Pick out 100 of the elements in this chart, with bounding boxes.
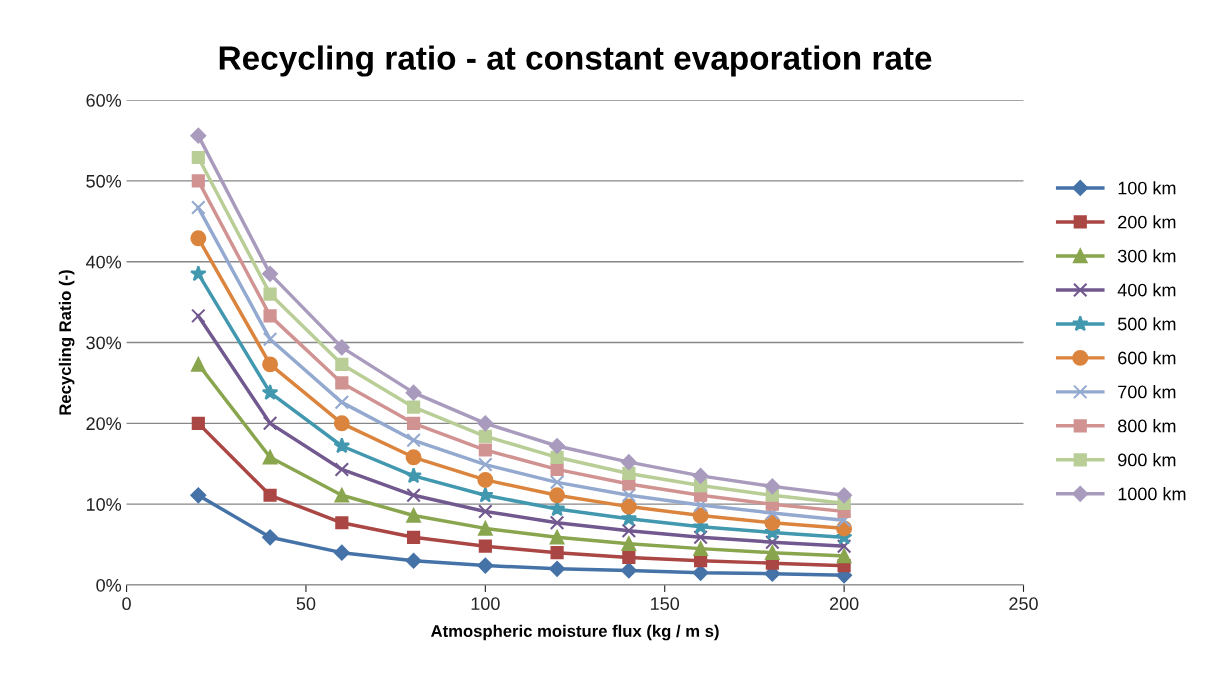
point [405, 449, 422, 466]
point [765, 505, 780, 521]
point [836, 538, 852, 554]
point [477, 486, 494, 503]
point [335, 376, 349, 390]
point [190, 230, 207, 247]
point [549, 530, 565, 545]
point [406, 530, 421, 544]
point [333, 544, 350, 561]
point [262, 450, 278, 465]
point [549, 475, 565, 490]
legend-label: 500 km [1117, 317, 1176, 331]
point [478, 521, 493, 536]
point [549, 438, 566, 454]
point [405, 467, 422, 484]
point [191, 357, 206, 372]
point [765, 534, 780, 550]
point [190, 265, 207, 282]
point [477, 471, 494, 488]
legend-label: 1000 km [1118, 487, 1186, 501]
point [622, 466, 636, 481]
point [262, 356, 279, 373]
point [335, 357, 349, 371]
point [405, 384, 422, 401]
point [191, 308, 206, 324]
point [262, 332, 278, 347]
legend-label: 300 km [1117, 249, 1176, 263]
point [621, 487, 637, 503]
point [478, 539, 492, 553]
point [765, 545, 780, 560]
point [549, 515, 565, 531]
point [406, 433, 421, 448]
y-tick-label: 60% [86, 94, 122, 107]
point [406, 400, 421, 414]
legend-label: 800 km [1118, 419, 1176, 433]
point [693, 497, 708, 513]
x-tick-label: 150 [651, 597, 680, 611]
point [836, 513, 852, 528]
point [191, 150, 205, 165]
point [190, 487, 207, 504]
x-tick-label: 200 [829, 597, 859, 611]
y-tick-label: 40% [85, 255, 122, 269]
point [333, 415, 350, 432]
point [620, 454, 637, 471]
point [262, 265, 278, 282]
point [764, 478, 781, 495]
point [334, 462, 350, 477]
point [478, 443, 492, 457]
y-tick-label: 50% [86, 174, 122, 188]
point [334, 487, 350, 503]
point [550, 546, 564, 560]
point [692, 507, 709, 524]
point [334, 395, 350, 410]
x-tick-label: 250 [1009, 597, 1038, 611]
point [693, 530, 708, 545]
legend-label: 700 km [1118, 385, 1176, 399]
point [478, 429, 492, 443]
point [406, 416, 421, 430]
y-tick-label: 30% [86, 336, 122, 350]
point [190, 127, 207, 144]
point [622, 550, 636, 565]
point [550, 450, 564, 464]
point [693, 541, 708, 556]
x-tick-label: 0 [122, 597, 131, 611]
legend-label: 100 km [1118, 181, 1176, 195]
point [620, 498, 637, 515]
legend-label: 600 km [1118, 351, 1176, 365]
point [836, 487, 853, 504]
point [335, 516, 349, 530]
point [478, 504, 493, 519]
x-tick-label: 50 [296, 597, 316, 611]
point [406, 487, 421, 503]
point [620, 562, 637, 579]
point [477, 415, 494, 432]
chart-title: Recycling ratio - at constant evaporation rate [219, 45, 932, 77]
point [191, 416, 205, 430]
point [191, 200, 206, 215]
legend-label: 900 km [1118, 453, 1176, 467]
x-axis-title: Atmospheric moisture flux (kg / m s) [430, 624, 719, 641]
x-tick-label: 100 [471, 597, 500, 611]
point [263, 309, 277, 323]
point [478, 457, 493, 472]
point [621, 536, 637, 552]
point [550, 462, 564, 477]
point [836, 548, 852, 564]
legend-label: 400 km [1117, 283, 1176, 297]
y-axis-title: Recycling Ratio (-) [58, 270, 75, 415]
point [333, 339, 350, 356]
point [261, 383, 279, 400]
point [406, 508, 421, 523]
y-tick-label: 10% [86, 498, 122, 511]
point [333, 437, 351, 454]
legend-label: 200 km [1118, 215, 1176, 229]
point [191, 174, 205, 188]
point [477, 557, 494, 574]
point [405, 552, 422, 569]
point [692, 467, 709, 484]
point [263, 488, 277, 502]
point [263, 287, 277, 301]
point [262, 416, 278, 431]
